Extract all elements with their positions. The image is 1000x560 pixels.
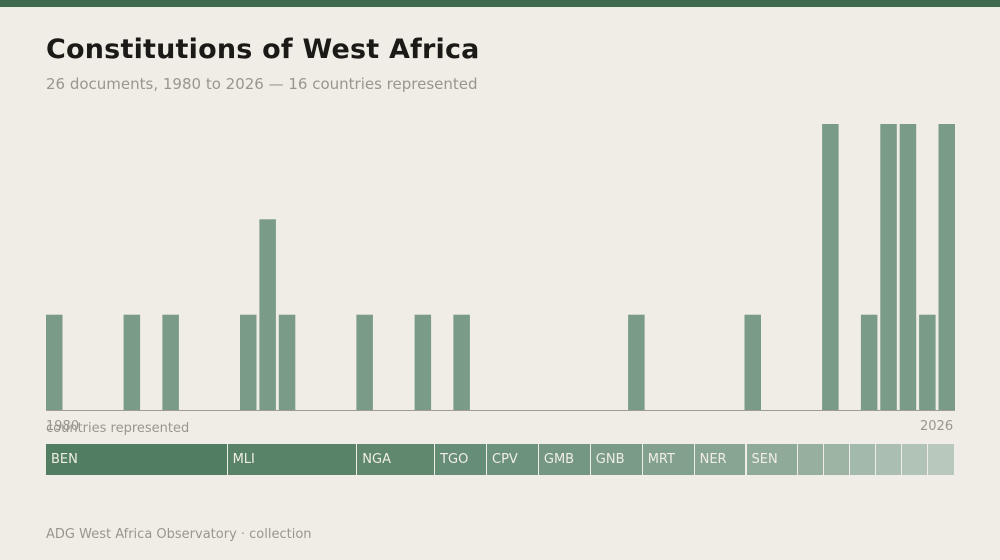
country-segment-nga: NGA — [357, 444, 436, 475]
bar-2001 — [453, 314, 470, 410]
bar-2016 — [744, 314, 761, 410]
country-segment-cpv: CPV — [487, 444, 539, 475]
chart-subtitle: 26 documents, 1980 to 2026 — 16 countrie… — [46, 75, 478, 93]
country-segment-unlabeled — [928, 444, 954, 475]
bar-1990 — [240, 314, 257, 410]
country-strip-label: countries represented — [46, 421, 190, 436]
bar-2024 — [899, 124, 917, 410]
bar-2023 — [880, 124, 897, 410]
country-segment-mrt: MRT — [642, 444, 695, 475]
bar-2010 — [628, 314, 645, 410]
country-segment-unlabeled — [850, 444, 877, 475]
country-segment-unlabeled — [824, 444, 851, 475]
bar-chart — [46, 124, 955, 411]
bar-1984 — [123, 314, 141, 410]
country-segment-tgo: TGO — [435, 444, 487, 475]
country-segment-gmb: GMB — [538, 444, 591, 475]
country-segment-gnb: GNB — [590, 444, 643, 475]
bar-1991 — [259, 219, 276, 410]
x-axis-end-label: 2026 — [920, 419, 954, 434]
country-segment-unlabeled — [902, 444, 928, 475]
bar-2020 — [822, 124, 839, 410]
bar-1986 — [162, 314, 179, 410]
bar-2022 — [860, 314, 878, 410]
country-segment-ner: NER — [694, 444, 747, 475]
x-axis-start-label: 1980 — [46, 419, 80, 434]
country-segment-unlabeled — [876, 444, 903, 475]
country-segment-unlabeled — [798, 444, 825, 475]
country-strip: BEN MLI NGA TGO CPV GMB GNB MRT NER SEN — [46, 444, 954, 475]
bar-2026 — [938, 124, 955, 410]
country-segment-mli: MLI — [227, 444, 358, 475]
bar-1980 — [46, 314, 63, 410]
country-segment-sen: SEN — [746, 444, 799, 475]
top-accent-bar — [0, 0, 1000, 7]
bar-1992 — [278, 314, 296, 410]
chart-title: Constitutions of West Africa — [46, 34, 480, 65]
bar-1996 — [356, 314, 373, 410]
country-segment-ben: BEN — [46, 444, 228, 475]
source-note: ADG West Africa Observatory · collection — [46, 527, 312, 542]
bar-1999 — [414, 314, 432, 410]
bar-2025 — [919, 314, 936, 410]
